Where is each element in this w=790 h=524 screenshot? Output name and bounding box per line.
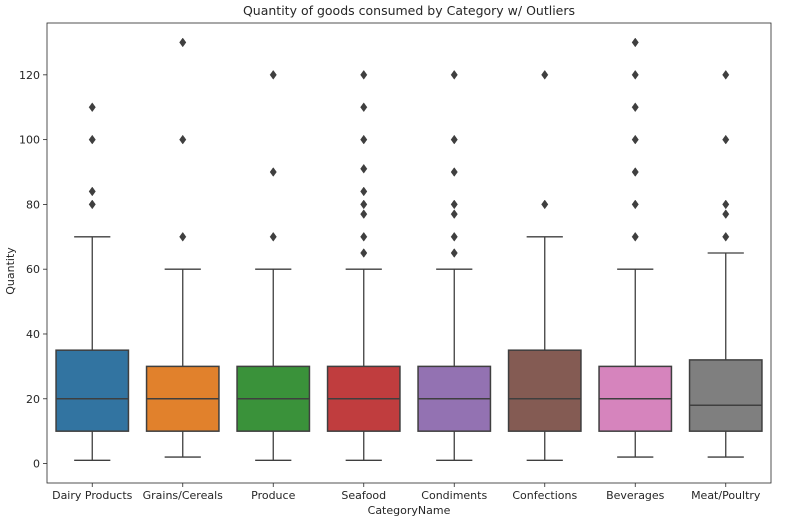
x-tick-label: Dairy Products: [52, 489, 133, 502]
outlier-point: [360, 163, 368, 174]
outlier-point: [88, 134, 96, 145]
outlier-point: [631, 70, 639, 80]
outlier-point: [269, 70, 277, 80]
x-axis-label: CategoryName: [368, 504, 451, 517]
outlier-point: [88, 186, 96, 197]
y-tick-label: 80: [26, 198, 40, 211]
y-tick-label: 0: [33, 458, 40, 471]
y-axis-label: Quantity: [4, 247, 17, 295]
outlier-point: [88, 102, 96, 113]
outlier-point: [450, 167, 458, 177]
y-tick-label: 20: [26, 393, 40, 406]
plot-frame: [46, 22, 772, 484]
outlier-point: [360, 102, 368, 113]
outlier-point: [360, 70, 368, 80]
x-tick-label: Produce: [251, 489, 295, 502]
box-1: [55, 349, 130, 432]
outlier-point: [631, 102, 639, 113]
outlier-point: [631, 231, 639, 242]
outlier-point: [722, 70, 730, 80]
outlier-point: [722, 134, 730, 145]
outlier-point: [450, 134, 458, 145]
outlier-point: [360, 248, 368, 258]
x-tick-label: Meat/Poultry: [691, 489, 761, 502]
outlier-point: [360, 186, 368, 197]
x-tick-label: Confections: [512, 489, 577, 502]
outlier-point: [450, 231, 458, 242]
y-tick-label: 60: [26, 263, 40, 276]
y-tick-label: 100: [19, 134, 40, 147]
outlier-point: [88, 199, 96, 210]
box-8: [688, 359, 763, 432]
box-6: [507, 349, 582, 432]
y-tick-label: 40: [26, 328, 40, 341]
outlier-point: [631, 37, 639, 48]
outlier-point: [722, 199, 730, 210]
outlier-point: [722, 231, 730, 242]
outlier-point: [179, 37, 187, 48]
y-tick-label: 120: [19, 69, 40, 82]
outlier-point: [450, 248, 458, 258]
outlier-point: [360, 199, 368, 210]
outlier-point: [450, 70, 458, 80]
outlier-point: [269, 167, 277, 177]
x-tick-label: Seafood: [341, 489, 386, 502]
outlier-point: [360, 134, 368, 145]
x-tick-label: Beverages: [606, 489, 665, 502]
outlier-point: [179, 134, 187, 145]
outlier-point: [631, 167, 639, 177]
outlier-point: [360, 231, 368, 242]
outlier-point: [360, 209, 368, 219]
outlier-point: [450, 199, 458, 210]
outlier-point: [541, 199, 549, 210]
x-tick-label: Condiments: [421, 489, 487, 502]
outlier-point: [631, 199, 639, 210]
outlier-point: [631, 134, 639, 145]
outlier-point: [269, 231, 277, 242]
outlier-point: [179, 231, 187, 242]
outlier-point: [541, 70, 549, 80]
x-tick-label: Grains/Cereals: [143, 489, 224, 502]
outlier-point: [450, 209, 458, 219]
chart-title: Quantity of goods consumed by Category w…: [243, 3, 575, 18]
outlier-point: [722, 209, 730, 219]
plot-area: 0 20 40 60 80 100 120 Dairy Products Grains/Cere…: [19, 22, 772, 502]
